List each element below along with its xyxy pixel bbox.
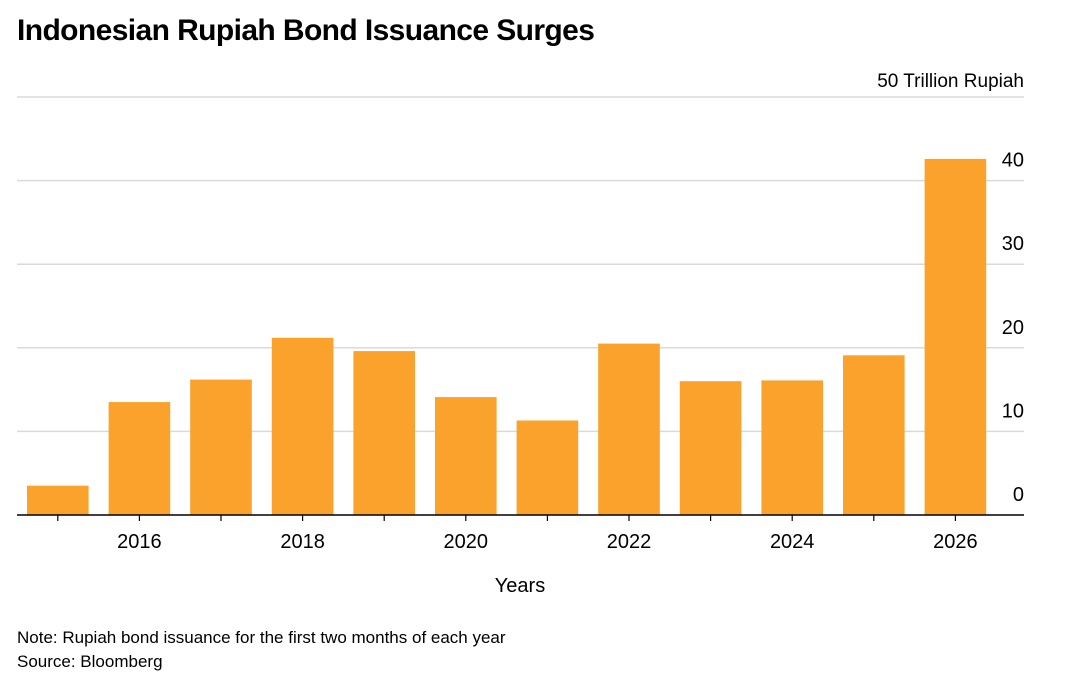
- x-tick-label: 2026: [933, 531, 978, 553]
- note-text: Note: Rupiah bond issuance for the first…: [17, 628, 506, 647]
- bar-2019: [353, 351, 415, 515]
- y-tick-label: 0: [1013, 484, 1024, 506]
- bar-2022: [598, 343, 660, 515]
- bar-2026: [924, 158, 987, 515]
- x-tick-label: 2024: [770, 531, 815, 553]
- source-text: Source: Bloomberg: [17, 652, 163, 671]
- x-tick-label: 2020: [444, 531, 489, 553]
- bar-2021: [516, 420, 579, 515]
- x-axis: [17, 514, 1024, 521]
- tick-labels: 50 Trillion Rupiah 0 10 20 30 40 2016 2018 2020 2…: [117, 71, 1024, 597]
- bars: [27, 158, 987, 515]
- y-tick-label: 30: [1002, 233, 1024, 255]
- chart-title: Indonesian Rupiah Bond Issuance Surges: [17, 14, 595, 47]
- x-tick-label: 2016: [117, 531, 162, 553]
- y-tick-label: 10: [1002, 400, 1024, 422]
- bar-2018: [271, 337, 334, 515]
- chart-footnote: Note: Rupiah bond issuance for the first…: [17, 626, 506, 674]
- bar-2017: [190, 379, 252, 515]
- bar-2015: [27, 485, 89, 515]
- x-axis-title: Years: [495, 575, 545, 597]
- y-tick-label: 20: [1002, 317, 1024, 339]
- bar-2016: [108, 402, 171, 515]
- bar-chart: 50 Trillion Rupiah 0 10 20 30 40 2016 2018 2020 2…: [17, 71, 1024, 597]
- bar-2024: [761, 380, 823, 515]
- bar-2025: [843, 355, 905, 515]
- x-tick-label: 2022: [607, 531, 652, 553]
- y-tick-label: 40: [1002, 150, 1024, 172]
- bar-2023: [679, 381, 742, 515]
- bar-2020: [435, 397, 497, 515]
- x-tick-label: 2018: [280, 531, 325, 553]
- unit-label: 50 Trillion Rupiah: [877, 71, 1024, 92]
